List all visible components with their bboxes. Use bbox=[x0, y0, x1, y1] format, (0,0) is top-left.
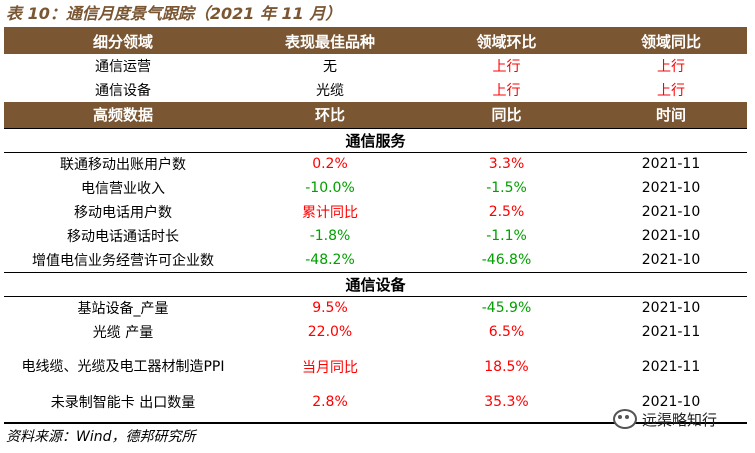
date-cell: 2021-11 bbox=[641, 324, 701, 340]
yoy-cell: 35.3% bbox=[484, 393, 529, 410]
mom-cell: 累计同比 bbox=[302, 205, 358, 221]
header-cell: 高频数据 bbox=[4, 102, 242, 128]
source-note: 资料来源：Wind，德邦研究所 bbox=[6, 429, 196, 445]
table-row: 电信营业收入 -10.0% -1.5% 2021-10 bbox=[4, 176, 747, 200]
detail-header-row: 高频数据 环比 同比 时间 bbox=[4, 102, 747, 128]
yoy-cell: -46.8% bbox=[481, 251, 532, 268]
yoy-cell: 18.5% bbox=[484, 359, 529, 375]
yoy-cell: -1.5% bbox=[486, 180, 527, 196]
watermark: 远渠略知行 bbox=[613, 406, 717, 432]
date-cell: 2021-10 bbox=[641, 228, 701, 244]
header-cell: 表现最佳品种 bbox=[242, 29, 418, 54]
header-cell: 领域同比 bbox=[595, 29, 747, 54]
mom-cell: 22.0% bbox=[307, 324, 353, 340]
header-cell: 同比 bbox=[418, 102, 595, 128]
section-title: 通信服务 bbox=[4, 127, 747, 153]
yoy-cell: 2.5% bbox=[488, 204, 525, 220]
header-cell: 时间 bbox=[595, 102, 747, 128]
date-cell: 2021-10 bbox=[641, 180, 701, 196]
best-item-cell: 无 bbox=[323, 59, 337, 75]
domain-mom-cell: 上行 bbox=[492, 59, 521, 75]
table-title: 表 10：通信月度景气跟踪（2021 年 11 月） bbox=[6, 4, 342, 23]
item-cell: 基站设备_产量 bbox=[77, 301, 169, 318]
mom-cell: 0.2% bbox=[312, 156, 348, 173]
monthly-tracking-table: 细分领域 表现最佳品种 领域环比 领域同比 通信运营 无 上行 上行 通信设备 … bbox=[4, 29, 747, 413]
date-cell: 2021-11 bbox=[641, 156, 701, 173]
mom-cell: -1.8% bbox=[309, 228, 351, 244]
date-cell: 2021-10 bbox=[641, 393, 701, 410]
summary-row: 通信设备 光缆 上行 上行 bbox=[4, 78, 747, 102]
domain-yoy-cell: 上行 bbox=[657, 59, 685, 75]
yoy-cell: -45.9% bbox=[481, 300, 532, 317]
mom-cell: -48.2% bbox=[305, 251, 355, 268]
wechat-icon bbox=[613, 409, 637, 429]
item-cell: 移动电话通话时长 bbox=[67, 229, 179, 245]
bottom-rule bbox=[4, 422, 747, 424]
yoy-cell: 6.5% bbox=[488, 324, 525, 340]
item-cell: 联通移动出账用户数 bbox=[60, 157, 186, 174]
mom-cell: 9.5% bbox=[312, 300, 348, 317]
best-item-cell: 光缆 bbox=[316, 83, 344, 99]
date-cell: 2021-10 bbox=[641, 204, 701, 220]
header-cell: 环比 bbox=[242, 102, 418, 128]
item-cell: 增值电信业务经营许可企业数 bbox=[32, 252, 214, 269]
domain-cell: 通信运营 bbox=[95, 59, 151, 75]
item-cell: 电信营业收入 bbox=[81, 181, 165, 197]
table-row: 增值电信业务经营许可企业数 -48.2% -46.8% 2021-10 bbox=[4, 248, 747, 272]
item-cell: 移动电话用户数 bbox=[74, 205, 172, 221]
domain-cell: 通信设备 bbox=[95, 83, 151, 99]
domain-yoy-cell: 上行 bbox=[657, 83, 685, 99]
table-row: 电线缆、光缆及电工器材制造PPI 当月同比 18.5% 2021-11 bbox=[4, 344, 747, 390]
summary-row: 通信运营 无 上行 上行 bbox=[4, 54, 747, 78]
domain-mom-cell: 上行 bbox=[492, 83, 521, 99]
summary-header-row: 细分领域 表现最佳品种 领域环比 领域同比 bbox=[4, 29, 747, 54]
section-row: 通信服务 bbox=[4, 127, 747, 153]
item-cell: 光缆 产量 bbox=[92, 325, 154, 341]
section-row: 通信设备 bbox=[4, 271, 747, 297]
mom-cell: 当月同比 bbox=[302, 360, 358, 376]
top-rule bbox=[4, 27, 747, 29]
table-row: 联通移动出账用户数 0.2% 3.3% 2021-11 bbox=[4, 152, 747, 176]
table-row: 光缆 产量 22.0% 6.5% 2021-11 bbox=[4, 320, 747, 344]
item-cell: 电线缆、光缆及电工器材制造PPI bbox=[21, 358, 225, 375]
yoy-cell: -1.1% bbox=[486, 228, 527, 244]
date-cell: 2021-10 bbox=[641, 300, 701, 317]
table-row: 移动电话用户数 累计同比 2.5% 2021-10 bbox=[4, 200, 747, 224]
mom-cell: 2.8% bbox=[312, 393, 348, 410]
header-cell: 细分领域 bbox=[4, 29, 242, 54]
mom-cell: -10.0% bbox=[305, 180, 355, 196]
table-row: 移动电话通话时长 -1.8% -1.1% 2021-10 bbox=[4, 224, 747, 248]
table-row: 未录制智能卡 出口数量 2.8% 35.3% 2021-10 bbox=[4, 390, 747, 413]
header-cell: 领域环比 bbox=[418, 29, 595, 54]
table-row: 基站设备_产量 9.5% -45.9% 2021-10 bbox=[4, 296, 747, 320]
item-cell: 未录制智能卡 出口数量 bbox=[50, 394, 196, 411]
yoy-cell: 3.3% bbox=[488, 156, 525, 173]
date-cell: 2021-11 bbox=[641, 359, 701, 375]
watermark-text: 远渠略知行 bbox=[642, 410, 718, 429]
date-cell: 2021-10 bbox=[641, 251, 701, 268]
section-title: 通信设备 bbox=[4, 271, 747, 297]
